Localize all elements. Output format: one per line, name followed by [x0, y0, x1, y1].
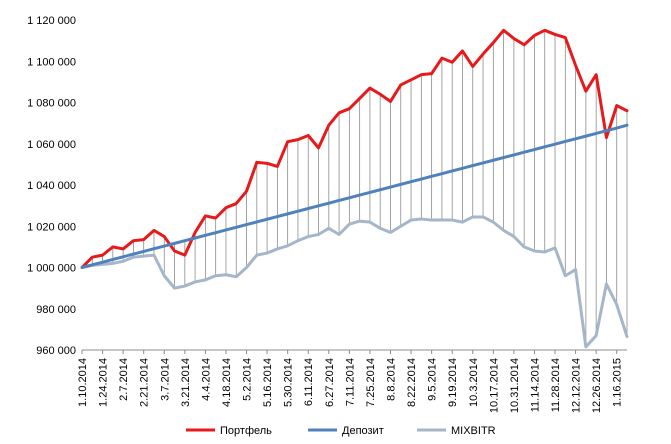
- legend-label-2: MIXBITR: [451, 425, 496, 437]
- y-tick-label: 1 080 000: [27, 98, 76, 110]
- x-axis: 1.10.2014 1.24.2014 2.7.2014 2.21.2014 3.7.2…: [77, 349, 627, 413]
- x-tick-label: 11.14.2014: [529, 358, 541, 412]
- x-tick-label: 6.11.2014: [303, 358, 315, 406]
- x-tick-label: 1.10.2014: [77, 358, 89, 407]
- y-tick-label: 1 120 000: [27, 15, 76, 27]
- y-tick-label: 1 000 000: [27, 263, 76, 275]
- x-tick-label: 8.8.2014: [385, 358, 397, 401]
- series-line-0: [80, 28, 629, 269]
- legend-label-1: Депозит: [342, 425, 384, 437]
- x-tick-label: 4.18.2014: [221, 358, 233, 407]
- y-tick-label: 960 000: [36, 345, 76, 357]
- x-tick-label: 5.16.2014: [262, 358, 274, 407]
- series-lines: [80, 28, 629, 349]
- x-tick-label: 3.7.2014: [159, 358, 171, 401]
- x-tick-label: 2.21.2014: [139, 358, 151, 407]
- x-tick-label: 4.4.2014: [200, 358, 212, 401]
- x-tick-label: 7.11.2014: [344, 358, 356, 406]
- x-tick-label: 5.30.2014: [283, 358, 295, 407]
- x-tick-label: 9.19.2014: [447, 358, 459, 407]
- series-line-1: [80, 123, 629, 269]
- y-tick-label: 1 020 000: [27, 221, 76, 233]
- y-tick-label: 980 000: [36, 304, 76, 316]
- x-tick-label: 5.2.2014: [242, 358, 254, 401]
- x-tick-label: 6.27.2014: [324, 358, 336, 407]
- y-tick-label: 1 040 000: [27, 180, 76, 192]
- x-tick-label: 11.28.2014: [550, 358, 562, 412]
- series-line-2: [80, 215, 629, 349]
- x-tick-label: 9.5.2014: [427, 358, 439, 401]
- x-tick-label: 7.25.2014: [365, 358, 377, 407]
- legend-label-0: Портфель: [220, 425, 272, 437]
- x-tick-label: 1.24.2014: [98, 358, 110, 407]
- y-tick-label: 1 100 000: [27, 56, 76, 68]
- x-tick-label: 10.17.2014: [488, 358, 500, 413]
- x-tick-label: 1.16.2015: [612, 358, 624, 407]
- y-tick-label: 1 060 000: [27, 139, 76, 151]
- y-axis: 960 000 980 000 1 000 000 1 020 000 1 040 00…: [27, 15, 76, 357]
- x-tick-label: 10.3.2014: [468, 358, 480, 407]
- x-tick-label: 12.26.2014: [591, 358, 603, 413]
- drop-lines: [91, 30, 628, 347]
- x-tick-label: 2.7.2014: [118, 358, 130, 401]
- legend: Портфель Депозит MIXBITR: [186, 425, 496, 437]
- x-tick-label: 8.22.2014: [406, 358, 418, 407]
- x-tick-label: 3.21.2014: [180, 358, 192, 407]
- x-tick-label: 12.12.2014: [571, 358, 583, 413]
- x-tick-label: 10.31.2014: [509, 358, 521, 413]
